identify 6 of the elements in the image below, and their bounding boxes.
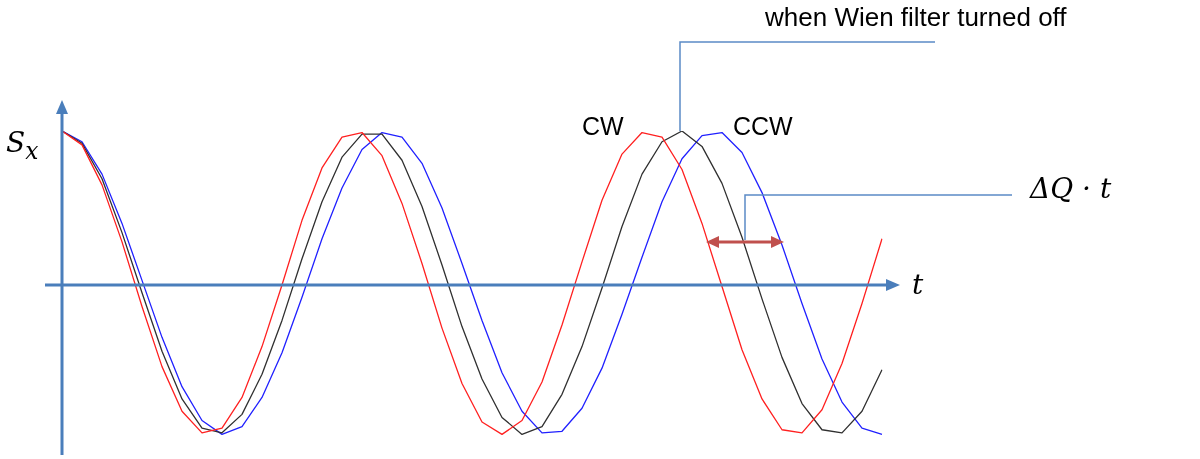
text: when Wien filter turned off <box>765 2 1067 33</box>
x-axis-title: t <box>912 268 924 301</box>
text: ΔQ · t <box>1030 172 1112 205</box>
series-label: CW <box>582 112 624 141</box>
y-axis-title: S$_{x}$ <box>6 126 39 165</box>
series-label: CCW <box>733 112 793 141</box>
